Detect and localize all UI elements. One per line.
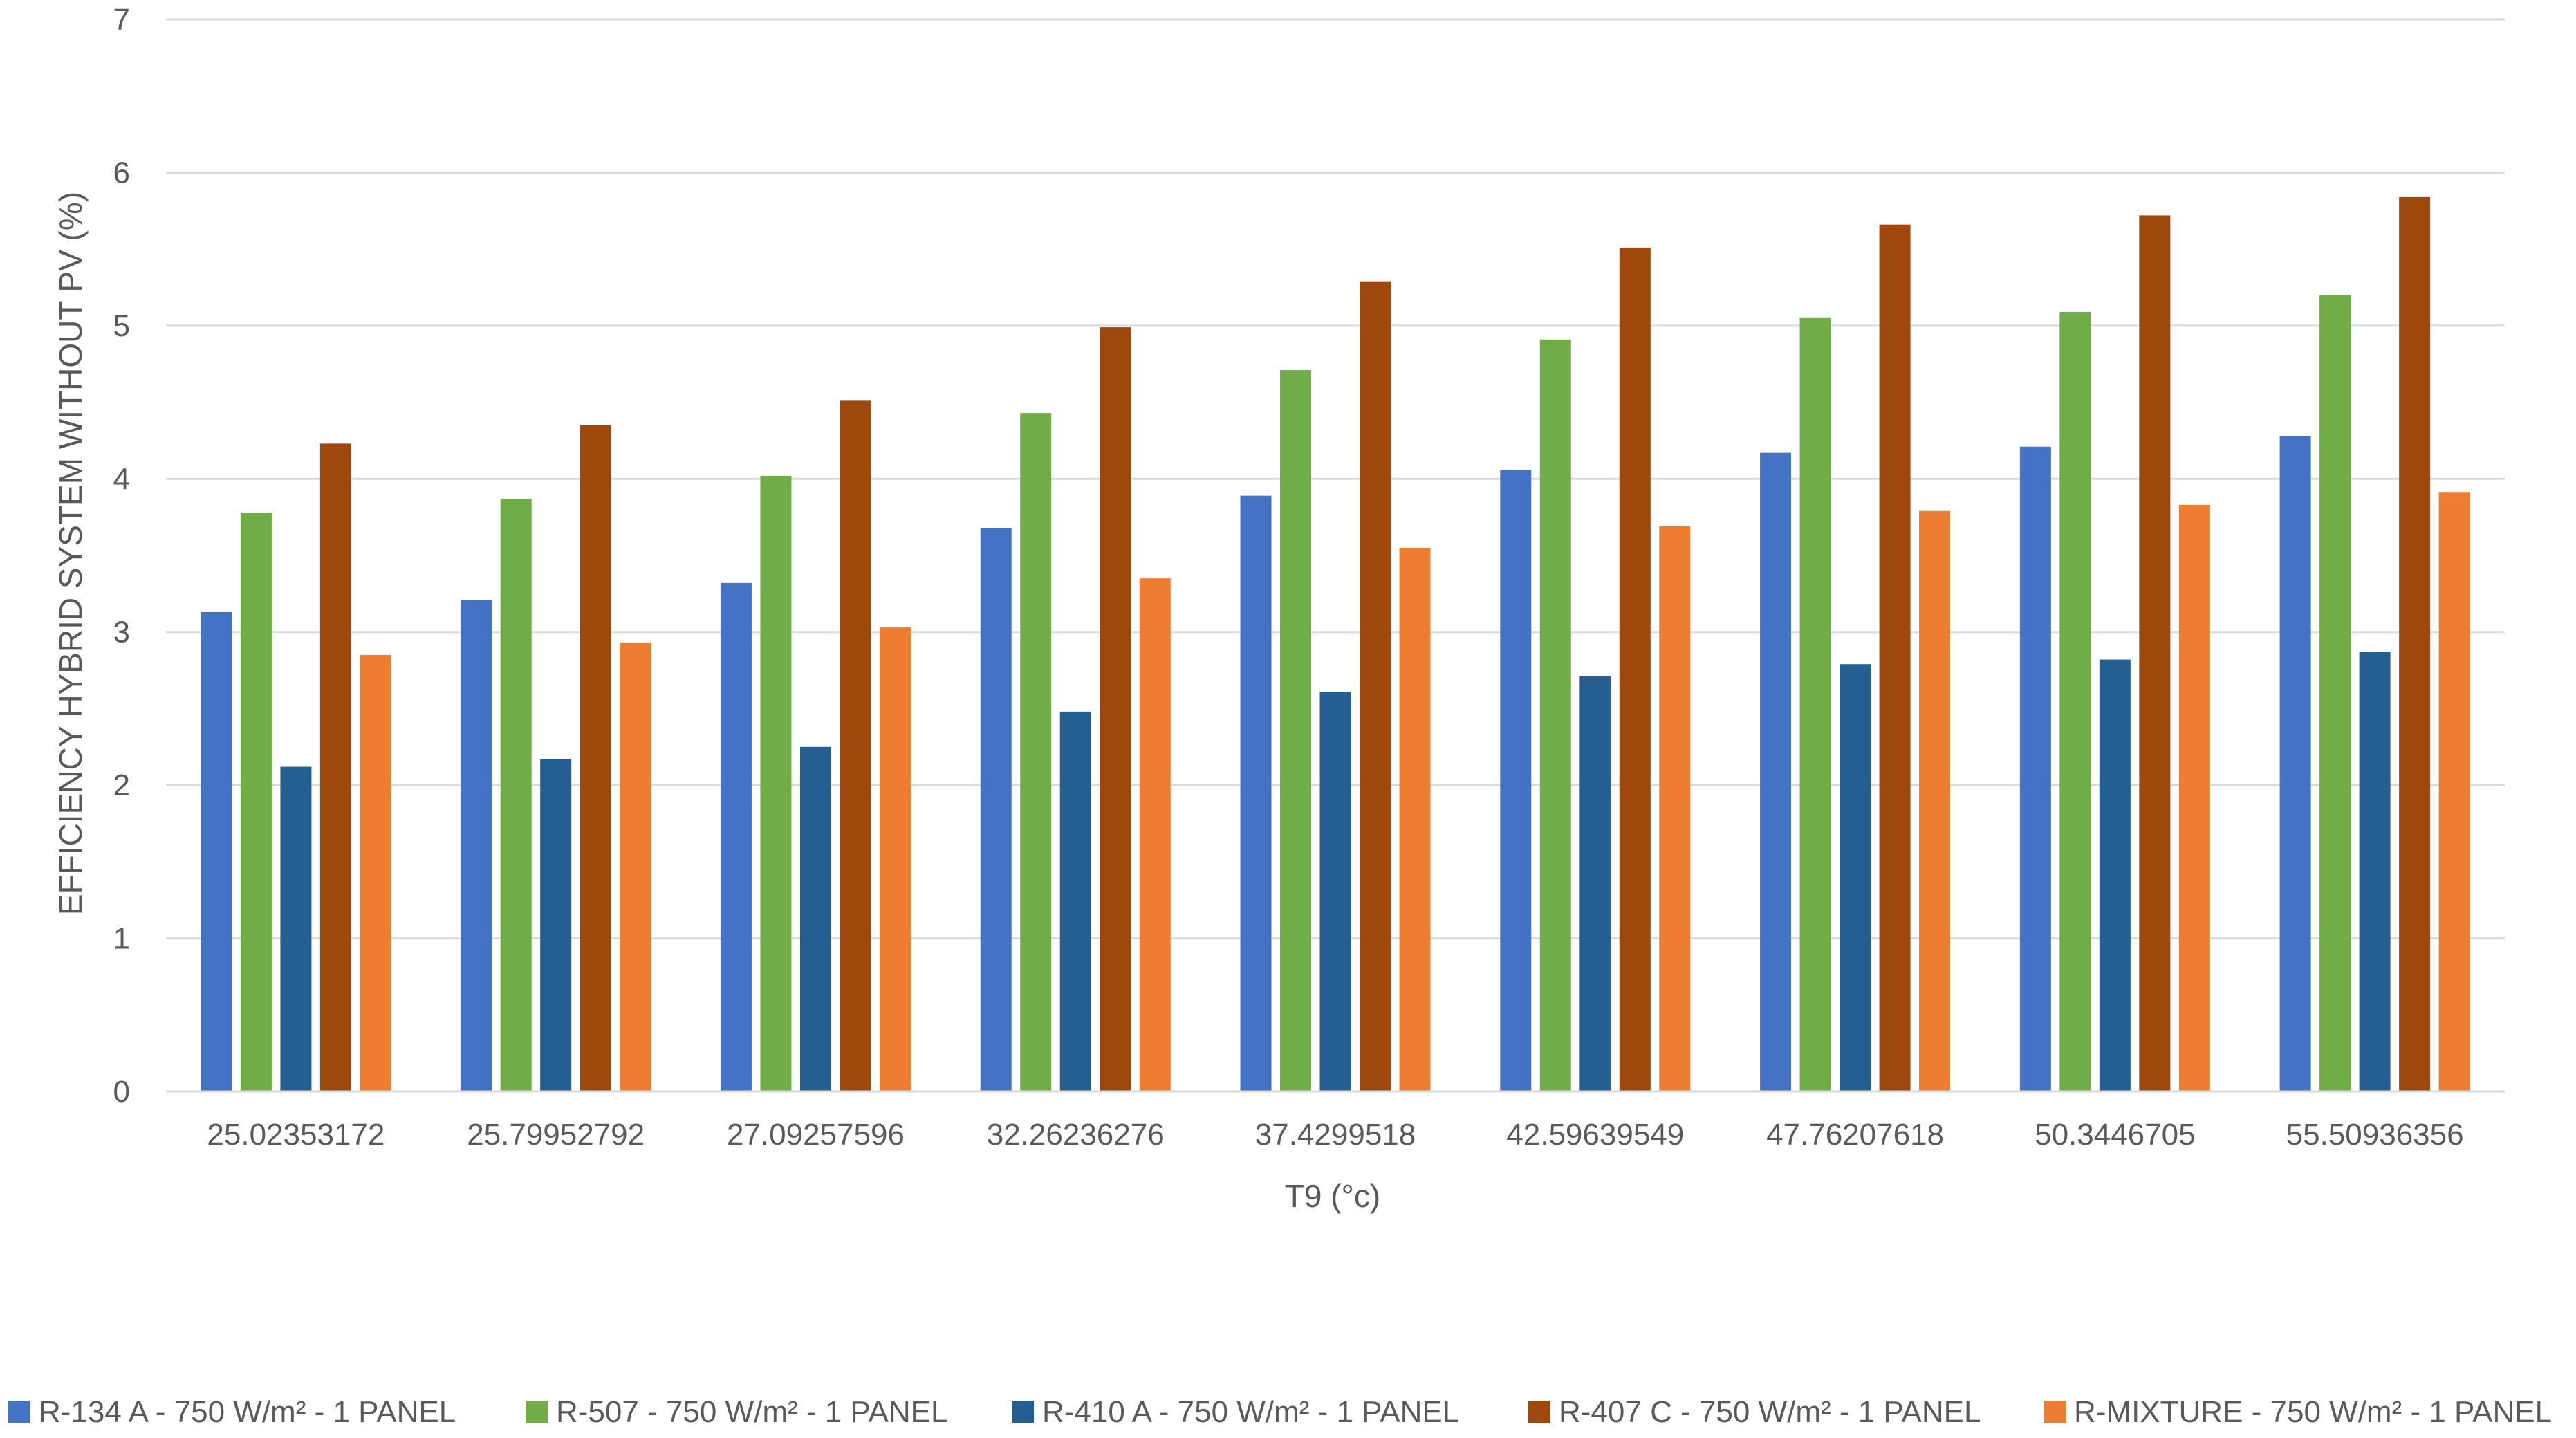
y-tick-label: 7 <box>113 3 130 37</box>
bar <box>1139 578 1171 1091</box>
bar <box>580 425 611 1091</box>
bar <box>1619 247 1651 1091</box>
bar <box>1919 510 1951 1091</box>
legend-swatch <box>8 1401 30 1423</box>
bar <box>2319 295 2351 1092</box>
bar <box>1879 224 1911 1091</box>
bar <box>1659 526 1691 1091</box>
bar <box>1100 327 1131 1092</box>
bar <box>1579 676 1611 1091</box>
bar <box>1360 281 1391 1092</box>
bar <box>2099 659 2131 1091</box>
bar <box>1240 495 1272 1091</box>
bar <box>2019 446 2051 1091</box>
axes: 0 1 2 3 4 5 6 7 25.02353172 25.79952792 27.0925759… <box>113 3 2505 1152</box>
x-tick-label: 42.59639549 <box>1506 1118 1684 1152</box>
x-tick-label: 47.76207618 <box>1766 1118 1944 1152</box>
legend-swatch <box>526 1401 548 1423</box>
bar <box>2438 492 2470 1091</box>
x-tick-label: 25.79952792 <box>467 1118 645 1152</box>
legend-label: R-407 C - 750 W/m² - 1 PANEL <box>1559 1395 1981 1429</box>
x-tick-label: 55.50936356 <box>2286 1118 2464 1152</box>
bar <box>2178 504 2210 1091</box>
bar <box>1760 452 1792 1091</box>
x-tick-label: 27.09257596 <box>727 1118 905 1152</box>
x-tick-label: 32.26236276 <box>987 1118 1165 1152</box>
bar <box>461 600 492 1091</box>
bar <box>2359 652 2391 1091</box>
bar <box>760 475 792 1091</box>
bar <box>2059 311 2091 1091</box>
bar <box>879 627 911 1091</box>
bar <box>1059 711 1091 1091</box>
bar <box>201 611 232 1091</box>
bar <box>1280 370 1311 1091</box>
legend-label: R-134 A - 750 W/m² - 1 PANEL <box>39 1395 456 1429</box>
bar <box>2399 196 2431 1091</box>
bar <box>1539 339 1571 1092</box>
bar <box>319 443 351 1091</box>
bar <box>1799 317 1831 1092</box>
y-tick-label: 6 <box>113 156 130 190</box>
bar <box>1500 470 1532 1091</box>
y-tick-label: 5 <box>113 309 130 343</box>
bar <box>720 582 752 1091</box>
y-tick-label: 2 <box>113 768 130 802</box>
bar <box>840 400 871 1091</box>
bar <box>799 746 831 1091</box>
bar <box>620 643 651 1091</box>
legend-swatch <box>2044 1401 2066 1423</box>
bar <box>240 513 272 1091</box>
y-tick-label: 1 <box>113 922 130 956</box>
legend-swatch <box>1012 1401 1034 1423</box>
bar <box>540 759 572 1091</box>
bar <box>360 654 391 1091</box>
bar <box>280 766 312 1091</box>
bar <box>2139 215 2171 1091</box>
legend-label: R-410 A - 750 W/m² - 1 PANEL <box>1042 1395 1459 1429</box>
bar <box>1319 692 1351 1091</box>
y-axis-title: EFFICIENCY HYBRID SYSTEM WITHOUT PV (%) <box>53 192 89 915</box>
bar <box>2279 436 2311 1091</box>
y-tick-label: 0 <box>113 1075 130 1109</box>
bar <box>980 528 1012 1091</box>
x-axis-title: T9 (°c) <box>1285 1178 1381 1214</box>
legend-swatch <box>1528 1401 1550 1423</box>
x-tick-label: 37.4299518 <box>1255 1118 1416 1152</box>
legend-label: R-507 - 750 W/m² - 1 PANEL <box>556 1395 947 1429</box>
bar <box>1020 413 1052 1091</box>
bar <box>1399 547 1431 1091</box>
x-tick-label: 25.02353172 <box>207 1118 384 1152</box>
bars <box>201 196 2470 1092</box>
y-tick-label: 3 <box>113 616 130 649</box>
legend: R-134 A - 750 W/m² - 1 PANEL R-507 - 750 … <box>8 1395 2552 1429</box>
bar <box>1840 664 1871 1091</box>
legend-label: R-MIXTURE - 750 W/m² - 1 PANEL <box>2074 1395 2552 1429</box>
y-tick-label: 4 <box>113 462 130 496</box>
x-tick-label: 50.3446705 <box>2035 1118 2195 1152</box>
bar <box>500 499 532 1091</box>
